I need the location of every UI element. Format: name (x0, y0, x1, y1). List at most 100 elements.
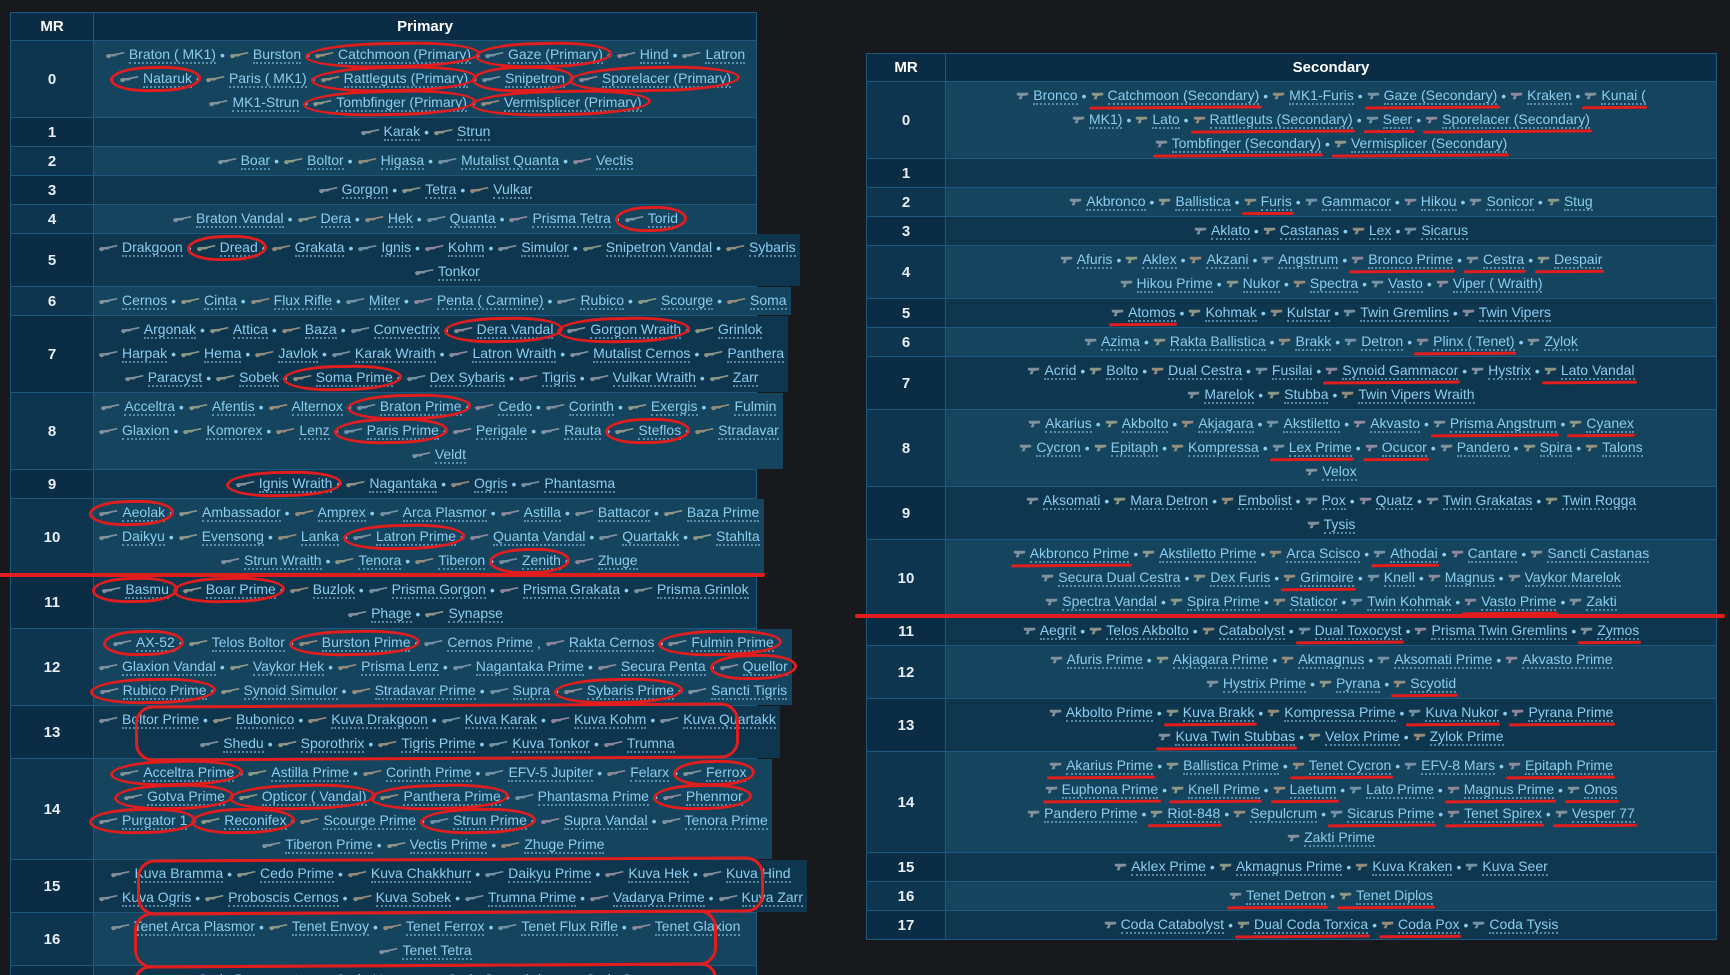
weapon-link[interactable]: Kulstar (1270, 304, 1331, 322)
weapon-link[interactable]: Aklex Prime (1114, 858, 1206, 876)
weapon-link[interactable]: Afentis (188, 398, 255, 416)
weapon-link[interactable]: Coda Tysis (1472, 916, 1559, 934)
weapon-link[interactable]: Rakta Ballistica (1153, 333, 1266, 351)
weapon-link[interactable]: Sporelacer (Secondary) (1425, 111, 1590, 129)
weapon-link[interactable]: MK1) (1072, 111, 1123, 129)
weapon-link[interactable]: Strun (433, 123, 491, 141)
weapon-link[interactable]: Fulmin Prime (667, 634, 774, 652)
weapon-link[interactable]: Cedo Prime (236, 865, 334, 883)
weapon-link[interactable]: Zarr (709, 369, 759, 387)
weapon-link[interactable]: Torid (624, 210, 679, 228)
weapon-link[interactable]: Tenet Ferrox (382, 918, 485, 936)
weapon-link[interactable]: Kuva Kohm (550, 711, 647, 729)
weapon-link[interactable]: Ogris (450, 475, 508, 493)
weapon-link[interactable]: Kuva Nukor (1408, 704, 1499, 722)
weapon-link[interactable]: Grinlok (694, 321, 763, 339)
weapon-link[interactable]: Despair (1537, 251, 1603, 269)
weapon-link[interactable]: Boltor (283, 152, 344, 170)
weapon-link[interactable]: Atomos (1111, 304, 1176, 322)
weapon-link[interactable]: Sybaris Prime (563, 682, 675, 700)
weapon-link[interactable]: Grimoire (1283, 569, 1354, 587)
weapon-link[interactable]: Bronco (1016, 87, 1078, 105)
weapon-link[interactable]: Exergis (627, 398, 698, 416)
weapon-link[interactable]: Harpak (98, 345, 168, 363)
weapon-link[interactable]: Drakgoon (98, 239, 183, 257)
weapon-link[interactable]: Sancti Castanas (1530, 545, 1650, 563)
weapon-link[interactable]: Attica (209, 321, 268, 339)
weapon-link[interactable]: Zylok Prime (1413, 728, 1504, 746)
weapon-link[interactable]: Kuva Zarr (718, 889, 803, 907)
weapon-link[interactable]: Dual Coda Torxica (1237, 916, 1369, 934)
weapon-link[interactable]: Braton Prime (356, 398, 462, 416)
weapon-link[interactable]: Athodai (1373, 545, 1438, 563)
weapon-link[interactable]: Onos (1567, 781, 1618, 799)
weapon-link[interactable]: Magnus (1428, 569, 1495, 587)
weapon-link[interactable]: Quartakk (598, 528, 680, 546)
weapon-link[interactable]: Aegrit (1023, 622, 1077, 640)
weapon-link[interactable]: Vulkar (469, 181, 533, 199)
weapon-link[interactable]: Arca Plasmor (379, 504, 487, 522)
weapon-link[interactable]: Mara Detron (1113, 492, 1209, 510)
weapon-link[interactable]: Ignis (357, 239, 411, 257)
weapon-link[interactable]: Sporelacer (Primary) (578, 70, 731, 88)
weapon-link[interactable]: Nukor (1226, 275, 1281, 293)
weapon-link[interactable]: Catabolyst (1202, 622, 1285, 640)
weapon-link[interactable]: Tombfinger (Secondary) (1155, 135, 1322, 153)
weapon-link[interactable]: Phantasma (520, 475, 616, 493)
weapon-link[interactable]: Hikou (1404, 193, 1457, 211)
weapon-link[interactable]: Arca Scisco (1269, 545, 1361, 563)
weapon-link[interactable]: Tonkor (414, 263, 480, 281)
weapon-link[interactable]: Tenet Tetra (378, 942, 472, 960)
weapon-link[interactable]: Quatz (1359, 492, 1413, 510)
weapon-link[interactable]: Ballistica Prime (1166, 757, 1279, 775)
weapon-link[interactable]: Hystrix Prime (1206, 675, 1307, 693)
weapon-link[interactable]: Scourge Prime (299, 812, 417, 830)
weapon-link[interactable]: Tiberon Prime (261, 836, 373, 854)
weapon-link[interactable]: Pandero (1440, 439, 1510, 457)
weapon-link[interactable]: Gaze (Primary) (484, 46, 603, 64)
weapon-link[interactable]: Ferrox (682, 764, 747, 782)
weapon-link[interactable]: Basmu (101, 581, 169, 599)
weapon-link[interactable]: Kohmak (1188, 304, 1257, 322)
weapon-link[interactable]: Nagantaka (345, 475, 438, 493)
weapon-link[interactable]: Veldt (411, 446, 466, 464)
weapon-link[interactable]: Sybaris (725, 239, 796, 257)
weapon-link[interactable]: Evensong (178, 528, 264, 546)
weapon-link[interactable]: Rattleguts (Primary) (320, 70, 469, 88)
weapon-link[interactable]: Afuris Prime (1050, 651, 1143, 669)
weapon-link[interactable]: Akmagnus (1281, 651, 1365, 669)
weapon-link[interactable]: Sepulcrum (1233, 805, 1318, 823)
weapon-link[interactable]: Aksomati Prime (1377, 651, 1493, 669)
weapon-link[interactable]: Dex Sybaris (406, 369, 506, 387)
weapon-link[interactable]: Lenz (275, 422, 330, 440)
weapon-link[interactable]: Zakti (1569, 593, 1617, 611)
weapon-link[interactable]: Akzani (1189, 251, 1249, 269)
weapon-link[interactable]: Battacor (574, 504, 651, 522)
weapon-link[interactable]: Prisma Grinlok (633, 581, 749, 599)
weapon-link[interactable]: Penta ( Carmine) (413, 292, 544, 310)
weapon-link[interactable]: Astilla (500, 504, 561, 522)
weapon-link[interactable]: Velox Prime (1308, 728, 1400, 746)
weapon-link[interactable]: Zakti Prime (1287, 829, 1375, 847)
weapon-link[interactable]: Plinx ( Tenet) (1416, 333, 1515, 351)
weapon-link[interactable]: Snipetron Vandal (582, 239, 713, 257)
weapon-link[interactable]: Prisma Grakata (499, 581, 620, 599)
weapon-link[interactable]: Purgator 1 (98, 812, 188, 830)
weapon-link[interactable]: Braton ( MK1) (105, 46, 216, 64)
weapon-link[interactable]: Catchmoon (Primary) (314, 46, 472, 64)
weapon-link[interactable]: Amprex (294, 504, 366, 522)
weapon-link[interactable]: Zylok (1527, 333, 1578, 351)
weapon-link[interactable]: Seer (1366, 111, 1413, 129)
weapon-link[interactable]: Vectis Prime (386, 836, 488, 854)
weapon-link[interactable]: Dual Cestra (1151, 362, 1243, 380)
weapon-link[interactable]: Coda Sporothrix (423, 971, 548, 975)
weapon-link[interactable]: Quanta Vandal (469, 528, 586, 546)
weapon-link[interactable]: Burston (229, 46, 302, 64)
weapon-link[interactable]: Tiberon (414, 552, 486, 570)
weapon-link[interactable]: Opticor ( Vandal) (238, 788, 367, 806)
weapon-link[interactable]: Argonak (120, 321, 196, 339)
weapon-link[interactable]: Dera (297, 210, 351, 228)
weapon-link[interactable]: Tenet Diplos (1339, 887, 1434, 905)
weapon-link[interactable]: Ballistica (1158, 193, 1231, 211)
weapon-link[interactable]: Acceltra (100, 398, 175, 416)
